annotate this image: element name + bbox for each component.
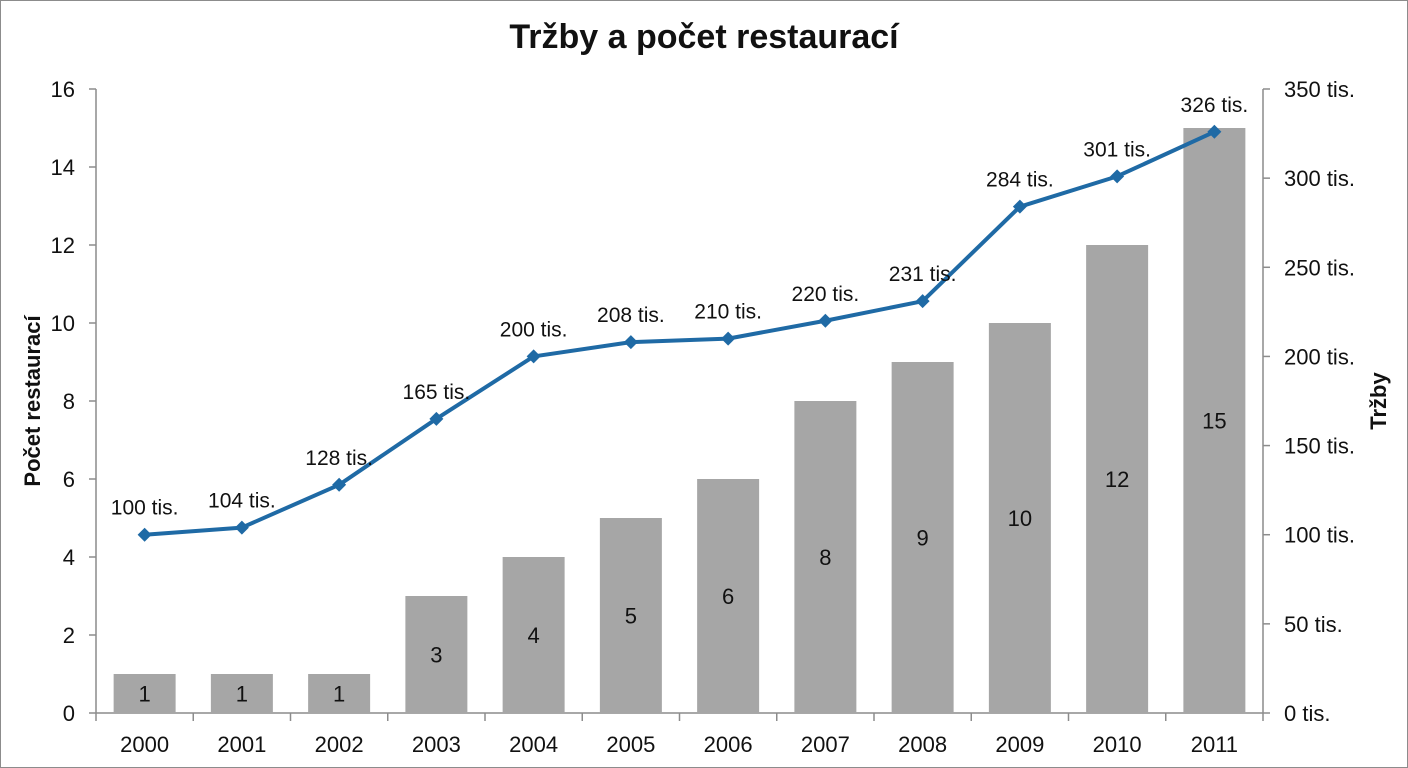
- bar-data-label: 12: [1105, 467, 1129, 492]
- line-data-label: 104 tis.: [208, 490, 276, 513]
- bar: [891, 362, 954, 713]
- x-tick-label: 2000: [120, 732, 169, 757]
- line-series: [137, 124, 1222, 542]
- line-point: [1012, 199, 1027, 214]
- left-tick-label: 4: [63, 545, 75, 570]
- bar-data-label: 5: [625, 604, 637, 629]
- left-tick-label: 10: [51, 311, 75, 336]
- bar: [405, 596, 468, 713]
- bar: [113, 674, 176, 713]
- right-tick-label: 300 tis.: [1284, 166, 1355, 191]
- bar-data-label: 15: [1202, 409, 1226, 434]
- line-point: [1207, 124, 1222, 139]
- bar: [1086, 245, 1149, 713]
- chart-title: Tržby a počet restaurací: [509, 18, 899, 56]
- line-data-label: 128 tis.: [305, 447, 373, 470]
- bar-data-label: 3: [430, 643, 442, 668]
- left-tick-label: 6: [63, 467, 75, 492]
- left-tick-label: 8: [63, 389, 75, 414]
- line-point: [915, 294, 930, 309]
- line-point: [332, 477, 347, 492]
- bar: [308, 674, 371, 713]
- left-tick-label: 14: [51, 155, 75, 180]
- right-tick-label: 0 tis.: [1284, 701, 1330, 726]
- left-axis-title: Počet restaurací: [20, 315, 45, 487]
- x-tick-label: 2001: [217, 732, 266, 757]
- line-point: [137, 527, 152, 542]
- left-tick-label: 2: [63, 623, 75, 648]
- right-tick-label: 150 tis.: [1284, 434, 1355, 459]
- line-data-label: 220 tis.: [792, 283, 860, 306]
- line-data-label: 284 tis.: [986, 169, 1054, 192]
- left-tick-label: 16: [51, 77, 75, 102]
- x-tick-label: 2005: [606, 732, 655, 757]
- left-tick-label: 12: [51, 233, 75, 258]
- bar: [697, 479, 760, 713]
- line-data-label: 326 tis.: [1181, 94, 1249, 117]
- x-tick-label: 2004: [509, 732, 558, 757]
- x-tick-label: 2003: [412, 732, 461, 757]
- line-data-label: 231 tis.: [889, 263, 957, 286]
- bar-data-label: 1: [236, 682, 248, 707]
- line-data-label: 165 tis.: [403, 381, 471, 404]
- line-data-labels: 100 tis. 104 tis. 128 tis. 165 tis. 200 tis.…: [111, 94, 1248, 520]
- x-tick-label: 2009: [995, 732, 1044, 757]
- left-tick-label: 0: [63, 701, 75, 726]
- right-tick-label: 200 tis.: [1284, 344, 1355, 369]
- x-tick-label: 2008: [898, 732, 947, 757]
- line-point: [721, 331, 736, 346]
- x-tick-label: 2010: [1093, 732, 1142, 757]
- line-point: [818, 313, 833, 328]
- bar-data-label: 8: [819, 545, 831, 570]
- bar: [599, 518, 662, 713]
- bar-series: [113, 128, 1246, 713]
- line-path: [144, 129, 1216, 537]
- bar: [794, 401, 857, 713]
- line-point: [234, 520, 249, 535]
- line-data-label: 301 tis.: [1083, 138, 1151, 161]
- x-tick-label: 2007: [801, 732, 850, 757]
- bar-data-label: 9: [917, 526, 929, 551]
- line-point: [526, 349, 541, 364]
- x-tick-label: 2006: [704, 732, 753, 757]
- bar-data-label: 1: [333, 682, 345, 707]
- right-tick-label: 350 tis.: [1284, 77, 1355, 102]
- x-tick-label: 2002: [315, 732, 364, 757]
- right-tick-label: 50 tis.: [1284, 612, 1343, 637]
- bar: [210, 674, 273, 713]
- line-point: [1110, 169, 1125, 184]
- bar-data-labels: 1 1 1 3 4 5 6 8 9 10 12 15: [139, 409, 1227, 707]
- bar: [988, 323, 1051, 713]
- bar-data-label: 10: [1008, 506, 1032, 531]
- line-data-label: 200 tis.: [500, 318, 568, 341]
- right-tick-label: 250 tis.: [1284, 255, 1355, 280]
- bar-data-label: 1: [139, 682, 151, 707]
- line-data-label: 100 tis.: [111, 497, 179, 520]
- bar-data-label: 4: [528, 623, 540, 648]
- line-point: [623, 335, 638, 350]
- x-tick-label: 2011: [1191, 732, 1238, 757]
- right-tick-label: 100 tis.: [1284, 523, 1355, 548]
- right-axis-title: Tržby: [1366, 372, 1391, 430]
- bar-data-label: 6: [722, 584, 734, 609]
- line-data-label: 210 tis.: [694, 301, 762, 324]
- bar: [502, 557, 565, 713]
- bar: [1183, 128, 1246, 713]
- line-data-label: 208 tis.: [597, 304, 665, 327]
- line-point: [429, 411, 444, 426]
